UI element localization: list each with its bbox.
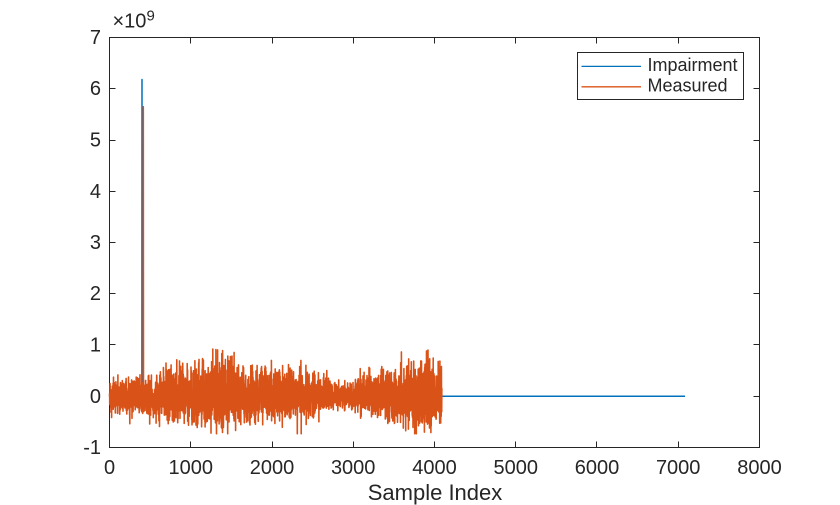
svg-text:5000: 5000 (494, 457, 539, 479)
svg-text:3: 3 (90, 232, 101, 254)
svg-text:Sample Index: Sample Index (368, 480, 503, 505)
svg-text:4: 4 (90, 181, 101, 203)
svg-text:-1: -1 (83, 437, 101, 459)
svg-text:×109: ×109 (113, 8, 155, 33)
svg-text:7000: 7000 (656, 457, 701, 479)
svg-text:6000: 6000 (575, 457, 620, 479)
svg-text:2000: 2000 (250, 457, 295, 479)
svg-text:3000: 3000 (331, 457, 376, 479)
svg-text:5: 5 (90, 130, 101, 152)
svg-text:2: 2 (90, 283, 101, 305)
svg-text:Measured: Measured (648, 76, 728, 96)
svg-text:8000: 8000 (737, 457, 782, 479)
svg-text:7: 7 (90, 27, 101, 49)
svg-text:0: 0 (90, 386, 101, 408)
svg-text:1: 1 (90, 335, 101, 357)
svg-text:4000: 4000 (412, 457, 457, 479)
svg-text:6: 6 (90, 78, 101, 100)
svg-text:1000: 1000 (169, 457, 214, 479)
svg-text:0: 0 (104, 457, 115, 479)
svg-text:Impairment: Impairment (648, 55, 738, 75)
